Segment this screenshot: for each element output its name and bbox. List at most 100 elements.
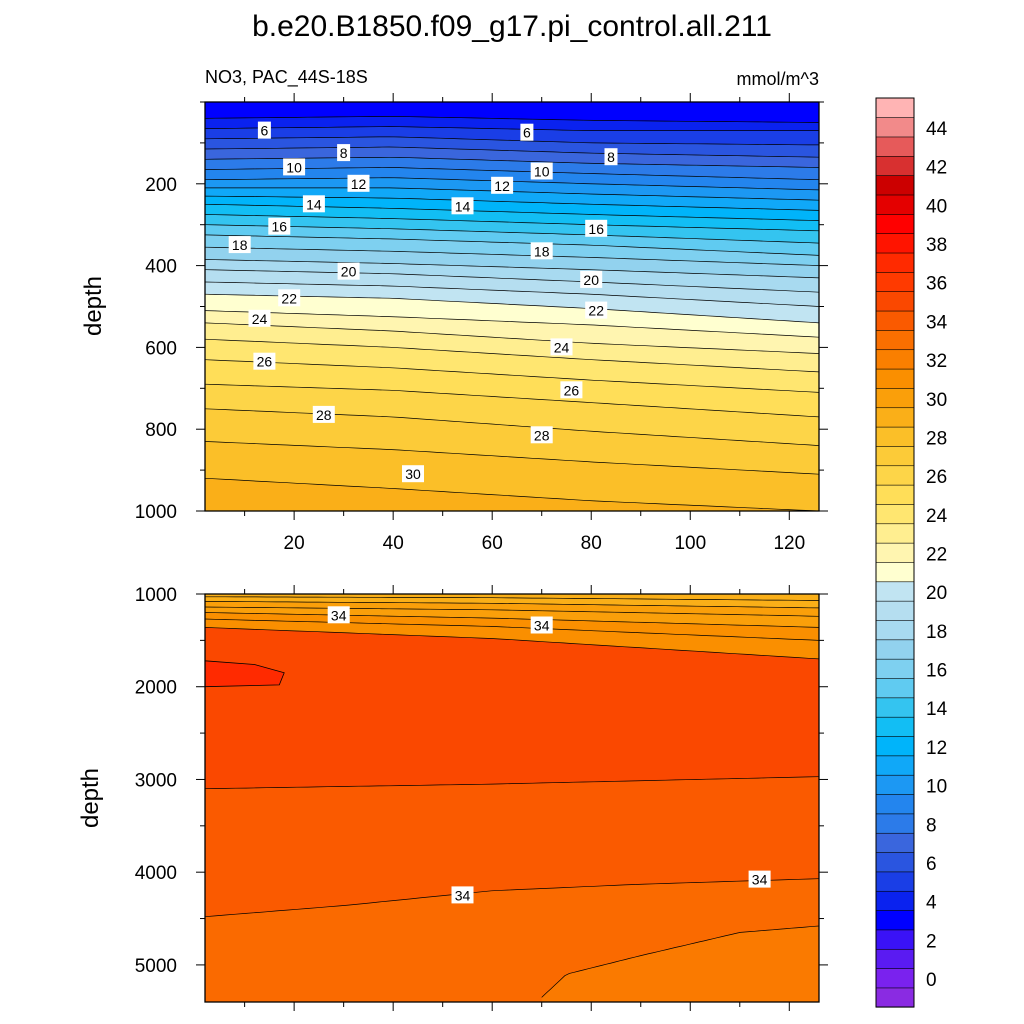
x-tick-label: 40: [383, 533, 404, 554]
contour-label: 14: [451, 197, 474, 215]
x-tick-label: 120: [773, 533, 805, 554]
lower-y-axis-label: depth: [77, 768, 104, 828]
y-tick-label: 2000: [135, 678, 177, 699]
y-tick-label: 1000: [135, 502, 177, 523]
contour-label: 34: [530, 616, 553, 634]
lower-contour-labels: 34 34 34 34: [327, 606, 771, 904]
colorbar-tick-label: 2: [926, 931, 937, 952]
contour-line: [205, 596, 819, 601]
contour-line: [205, 408, 819, 446]
contour-line: [205, 776, 819, 790]
upper-contour-fill: [205, 102, 819, 511]
contour-line: [541, 925, 819, 998]
contour-line: [205, 383, 819, 418]
upper-axes: 20 40 60 80 100 120 200 400 600 800 1000: [135, 93, 828, 554]
colorbar-swatch: [875, 349, 915, 370]
contour-line: [205, 477, 819, 511]
colorbar-swatch: [875, 484, 915, 505]
contour-label-text: 16: [272, 219, 288, 235]
colorbar-swatch: [875, 929, 915, 950]
colorbar-swatch: [875, 658, 915, 679]
colorbar-swatch: [875, 194, 915, 215]
y-tick-label: 5000: [135, 956, 177, 977]
contour-label-text: 6: [523, 125, 531, 141]
colorbar-swatch: [875, 387, 915, 409]
contour-line: [205, 214, 819, 232]
contour-label: 18: [228, 236, 251, 254]
fill-band: [541, 926, 819, 1002]
lower-contour-lines: [205, 596, 819, 998]
y-tick-label: 800: [145, 420, 177, 441]
colorbar-swatch: [875, 639, 915, 660]
contour-line: [205, 878, 819, 918]
contour-label-text: 26: [257, 354, 273, 370]
colorbar-swatch: [875, 716, 915, 737]
y-tick-label: 3000: [135, 771, 177, 792]
colorbar-swatch: [875, 310, 915, 331]
colorbar-tick-label: 40: [926, 196, 947, 217]
colorbar-tick-label: 32: [926, 351, 947, 372]
contour-line: [205, 441, 819, 475]
colorbar-swatch: [875, 697, 915, 718]
contour-label-text: 6: [261, 123, 269, 139]
closed-contour: [205, 660, 285, 688]
contour-line: [205, 618, 819, 641]
y-tick-label: 400: [145, 257, 177, 278]
contour-label-text: 26: [564, 382, 580, 398]
colorbar-swatch: [875, 755, 915, 776]
colorbar-tick-label: 34: [926, 312, 948, 333]
colorbar-swatch: [875, 155, 915, 176]
contour-label: 28: [312, 405, 335, 423]
upper-contour-labels: 6 8 10 12 14 16 18 20 22 24 26 28 30 6 8 10 12 14 16 18 20 22…: [228, 121, 618, 483]
contour-label-text: 14: [306, 196, 322, 212]
upper-panel: 6 8 10 12 14 16 18 20 22 24 26 28 30 6 8 10 12 14 16 18 20 22…: [80, 93, 828, 554]
contour-line: [205, 146, 819, 158]
colorbar-tick-label: 8: [926, 815, 937, 836]
contour-label-text: 8: [340, 145, 348, 161]
colorbar-swatch: [875, 735, 915, 757]
contour-label-text: 16: [588, 221, 604, 237]
contour-line: [205, 156, 819, 168]
colorbar-swatch: [875, 426, 915, 447]
contour-label: 20: [580, 270, 603, 288]
contour-label: 34: [748, 870, 771, 888]
contour-label: 26: [253, 352, 276, 370]
contour-line: [205, 310, 819, 338]
contour-label: 34: [451, 886, 474, 904]
contour-label: 24: [550, 338, 573, 356]
contour-label: 10: [283, 158, 306, 176]
contour-label: 34: [327, 606, 350, 624]
colorbar-tick-label: 22: [926, 545, 947, 566]
contour-line: [205, 126, 819, 131]
contour-label: 12: [491, 176, 514, 194]
contour-line: [205, 269, 819, 293]
y-tick-label: 200: [145, 175, 177, 196]
colorbar-swatch: [875, 871, 915, 892]
fill-band: [205, 776, 819, 917]
contour-label: 12: [347, 174, 370, 192]
upper-y-axis-label: depth: [80, 276, 107, 336]
colorbar-swatch: [875, 368, 915, 389]
colorbar-tick-label: 6: [926, 854, 937, 875]
colorbar-swatch: [875, 233, 915, 254]
colorbar-swatch: [875, 252, 915, 273]
contour-label: 16: [268, 217, 291, 235]
colorbar-tick-label: 16: [926, 661, 947, 682]
contour-line: [205, 612, 819, 628]
contour-label: 28: [530, 426, 553, 444]
fill-band: [205, 478, 819, 511]
contour-label-text: 20: [583, 272, 599, 288]
colorbar-swatch: [875, 987, 915, 1008]
contour-line: [205, 224, 819, 244]
colorbar-swatch: [875, 523, 915, 544]
colorbar-swatch: [875, 503, 915, 525]
contour-label: 6: [520, 123, 534, 141]
contour-label: 26: [560, 381, 583, 399]
fill-band: [205, 627, 819, 789]
lower-plot-frame: [204, 593, 820, 1003]
contour-label-text: 18: [534, 243, 550, 259]
contour-label-text: 34: [455, 887, 471, 903]
left-subtitle: NO3, PAC_44S-18S: [205, 67, 368, 88]
contour-label-text: 22: [281, 290, 297, 306]
